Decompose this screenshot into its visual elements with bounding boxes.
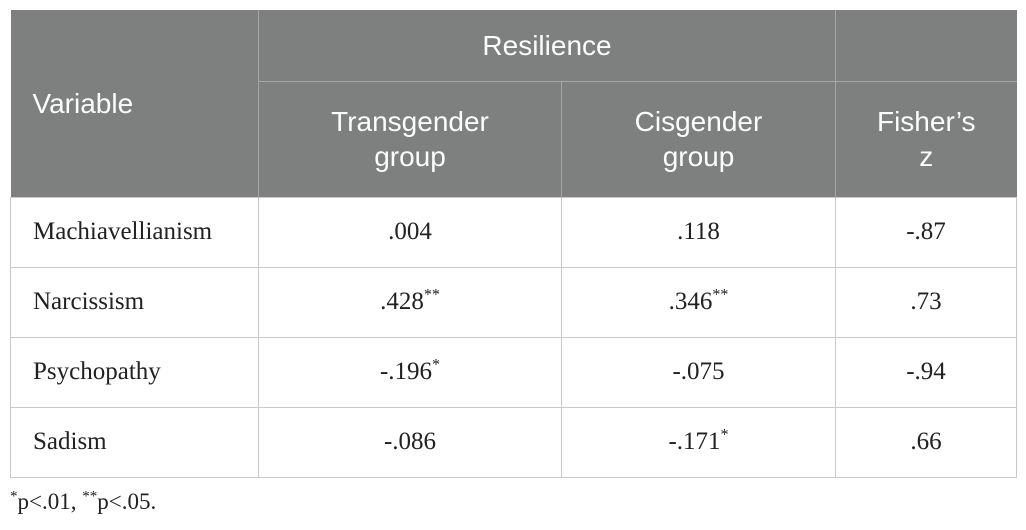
r-value: -.086 [383,428,437,455]
cell-fishers-z: .66 [835,406,1018,478]
table-row: Narcissism .428** .346** .73 [10,266,1018,338]
significance-marker: ** [712,286,729,304]
r-value: -.196 [379,358,433,385]
header-cisgender-group-label: Cisgender group [634,106,763,172]
table-row: Psychopathy -.196* -.075 -.94 [10,336,1018,408]
header-fishers-z-label: Fisher’s z [876,106,976,172]
page: Variable Resilience Transgender group Ci… [10,10,1018,515]
table-row: Sadism -.086 -.171* .66 [10,406,1018,478]
r-value: .118 [677,218,720,245]
significance-marker: * [10,487,18,504]
r-value: .004 [388,218,432,245]
cell-fishers-z: -.87 [835,196,1018,268]
table-body: Machiavellianism .004 .118 -.87 Narcissi… [10,196,1018,478]
cell-transgender-r: -.086 [258,406,562,478]
significance-marker: * [720,426,729,444]
header-variable: Variable [10,10,259,197]
significance-note: *p<.01, **p<.05. [10,487,1016,515]
cell-transgender-r: .004 [258,196,562,268]
cell-transgender-r: -.196* [258,336,562,408]
significance-note-text: p<.01, [17,488,83,514]
header-resilience: Resilience [258,10,837,82]
header-cisgender-group: Cisgender group [561,81,837,197]
cell-cisgender-r: -.171* [560,406,837,478]
r-value: -.075 [672,358,725,385]
table-row: Machiavellianism .004 .118 -.87 [10,196,1018,268]
significance-marker: ** [423,286,440,304]
cell-variable: Sadism [10,406,259,478]
cell-cisgender-r: -.075 [560,336,837,408]
r-value: -.171 [668,428,721,455]
header-transgender-group: Transgender group [258,81,562,197]
r-value: .428 [380,288,424,315]
header-transgender-group-label: Transgender group [331,106,489,172]
cell-fishers-z: .73 [835,266,1018,338]
cell-fishers-z: -.94 [835,336,1018,408]
cell-variable: Narcissism [10,266,259,338]
header-fishers-z: Fisher’s z [835,81,1017,197]
cell-transgender-r: .428** [258,266,562,338]
empty-header-cell [835,10,1017,82]
significance-note-text: p<.05. [97,488,157,514]
significance-marker: ** [82,487,98,504]
correlation-table: Variable Resilience Transgender group Ci… [10,10,1018,478]
table-header: Variable Resilience Transgender group Ci… [10,10,1017,197]
cell-cisgender-r: .346** [560,266,837,338]
r-value: .346 [668,288,713,315]
significance-marker: * [432,356,441,374]
cell-variable: Machiavellianism [10,196,259,268]
cell-variable: Psychopathy [10,336,259,408]
cell-cisgender-r: .118 [560,196,837,268]
